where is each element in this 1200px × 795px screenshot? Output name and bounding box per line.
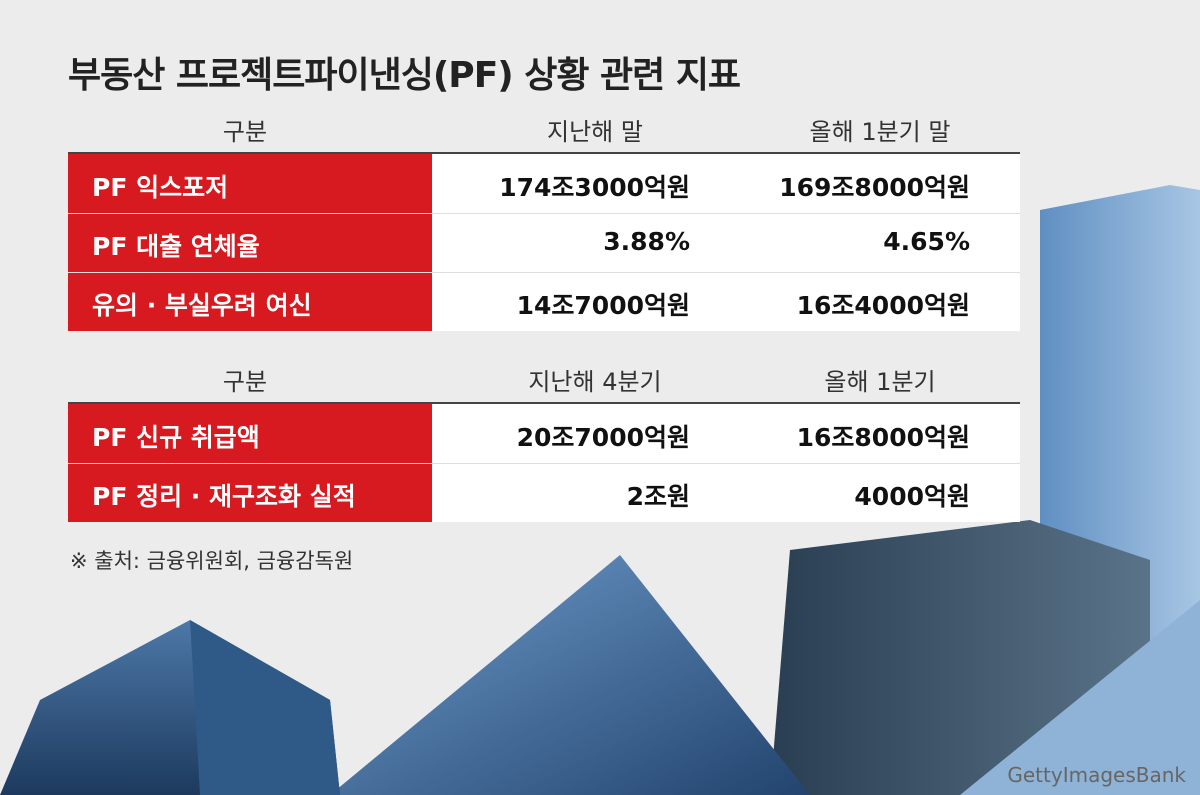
column-header: 구분 <box>222 368 268 396</box>
label-cell <box>68 272 432 331</box>
cell-value: 169조8000억원 <box>779 173 970 202</box>
label-cell <box>68 213 432 272</box>
row-separator <box>68 272 1020 273</box>
row-separator <box>68 463 1020 464</box>
cell-value: 3.88% <box>603 227 690 256</box>
value-cell <box>432 272 1020 331</box>
row-label: PF 신규 취급액 <box>92 423 260 452</box>
label-cell <box>68 404 432 463</box>
row-separator <box>68 213 1020 214</box>
header-rule <box>68 402 1020 404</box>
column-header: 구분 <box>222 118 268 146</box>
value-cell <box>432 463 1020 522</box>
cell-value: 20조7000억원 <box>516 423 690 452</box>
cell-value: 4000억원 <box>854 482 970 511</box>
cell-value: 16조4000억원 <box>796 291 970 320</box>
header-rule <box>68 152 1020 154</box>
source: ※ 출처: 금융위원회, 금융감독원 <box>70 549 354 573</box>
value-cell <box>432 154 1020 213</box>
title: 부동산 프로젝트파이낸싱(PF) 상황 관련 지표 <box>68 55 741 96</box>
cell-value: 174조3000억원 <box>499 173 690 202</box>
cell-value: 4.65% <box>883 227 970 256</box>
value-cell <box>432 404 1020 463</box>
row-label: PF 익스포저 <box>92 173 229 202</box>
cell-value: 2조원 <box>626 482 690 511</box>
cell-value: 14조7000억원 <box>516 291 690 320</box>
label-cell <box>68 154 432 213</box>
row-label: 유의 · 부실우려 여신 <box>92 291 312 320</box>
column-header: 지난해 말 <box>547 118 643 146</box>
label-cell <box>68 463 432 522</box>
column-header: 올해 1분기 <box>824 368 936 396</box>
value-cell <box>432 213 1020 272</box>
row-label: PF 정리 · 재구조화 실적 <box>92 482 356 511</box>
row-label: PF 대출 연체율 <box>92 232 260 261</box>
column-header: 올해 1분기 말 <box>809 118 951 146</box>
watermark: GettyImagesBank <box>1007 763 1186 787</box>
cell-value: 16조8000억원 <box>796 423 970 452</box>
column-header: 지난해 4분기 <box>528 368 662 396</box>
